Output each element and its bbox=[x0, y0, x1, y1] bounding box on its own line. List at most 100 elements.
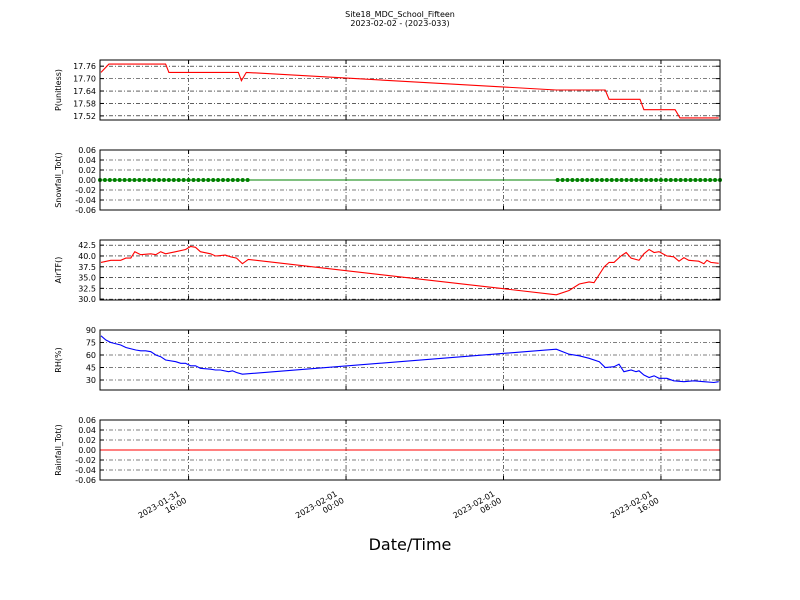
data-line bbox=[100, 335, 719, 384]
y-tick-label: 17.58 bbox=[73, 99, 96, 108]
y-tick-label: 60 bbox=[86, 351, 96, 360]
y-axis-label: P(unitless) bbox=[54, 69, 63, 111]
y-tick-label: 17.76 bbox=[73, 62, 96, 71]
data-point bbox=[654, 178, 659, 182]
y-tick-label: -0.02 bbox=[75, 456, 96, 465]
y-axis-label: Rainfall_Tot() bbox=[54, 424, 63, 476]
y-tick-label: 17.52 bbox=[73, 112, 96, 121]
data-point bbox=[186, 178, 191, 182]
data-point bbox=[122, 178, 127, 182]
data-point bbox=[225, 178, 230, 182]
data-point bbox=[693, 178, 698, 182]
data-point bbox=[137, 178, 142, 182]
y-tick-label: 40.0 bbox=[78, 252, 96, 261]
y-tick-label: 0.04 bbox=[78, 156, 96, 165]
plot-frame bbox=[99, 419, 721, 481]
data-point bbox=[152, 178, 157, 182]
y-tick-label: 0.00 bbox=[78, 176, 96, 185]
data-point bbox=[161, 178, 166, 182]
data-point bbox=[240, 178, 245, 182]
y-tick-label: -0.06 bbox=[75, 476, 96, 485]
plot-frame bbox=[99, 59, 721, 121]
data-point bbox=[166, 178, 171, 182]
data-point bbox=[678, 178, 683, 182]
data-point bbox=[688, 178, 693, 182]
data-point bbox=[216, 178, 221, 182]
data-point bbox=[171, 178, 176, 182]
data-point bbox=[560, 178, 565, 182]
data-point bbox=[570, 178, 575, 182]
data-point bbox=[235, 178, 240, 182]
data-point bbox=[245, 178, 250, 182]
data-point bbox=[555, 178, 560, 182]
y-axis-label: AirTF() bbox=[54, 257, 63, 284]
y-tick-label: 17.70 bbox=[73, 75, 96, 84]
plot-frame bbox=[99, 149, 721, 211]
y-tick-label: 37.5 bbox=[78, 263, 96, 272]
data-point bbox=[112, 178, 117, 182]
plot-frame bbox=[99, 239, 721, 301]
data-point bbox=[668, 178, 673, 182]
y-tick-label: 0.04 bbox=[78, 426, 96, 435]
data-point bbox=[698, 178, 703, 182]
data-point bbox=[594, 178, 599, 182]
data-point bbox=[604, 178, 609, 182]
data-point bbox=[107, 178, 112, 182]
data-point bbox=[211, 178, 216, 182]
data-point bbox=[609, 178, 614, 182]
y-tick-label: 0.00 bbox=[78, 446, 96, 455]
data-point bbox=[102, 178, 107, 182]
data-point bbox=[703, 178, 708, 182]
y-tick-label: 90 bbox=[86, 326, 96, 335]
data-point bbox=[580, 178, 585, 182]
y-tick-label: -0.04 bbox=[75, 466, 96, 475]
data-point bbox=[658, 178, 663, 182]
data-line bbox=[100, 63, 719, 119]
y-tick-label: 0.06 bbox=[78, 416, 96, 425]
data-point bbox=[196, 178, 201, 182]
data-point bbox=[649, 178, 654, 182]
data-point bbox=[590, 178, 595, 182]
data-point bbox=[117, 178, 122, 182]
data-point bbox=[619, 178, 624, 182]
data-point bbox=[201, 178, 206, 182]
data-point bbox=[629, 178, 634, 182]
data-point bbox=[132, 178, 137, 182]
data-point bbox=[127, 178, 132, 182]
plot-frame bbox=[99, 329, 721, 391]
data-point bbox=[176, 178, 181, 182]
y-tick-label: 0.02 bbox=[78, 166, 96, 175]
y-tick-label: 32.5 bbox=[78, 284, 96, 293]
data-point bbox=[565, 178, 570, 182]
data-point bbox=[624, 178, 629, 182]
data-point bbox=[683, 178, 688, 182]
data-point bbox=[206, 178, 211, 182]
y-tick-label: 0.02 bbox=[78, 436, 96, 445]
y-tick-label: -0.02 bbox=[75, 186, 96, 195]
y-tick-label: 0.06 bbox=[78, 146, 96, 155]
data-point bbox=[639, 178, 644, 182]
data-point bbox=[713, 178, 718, 182]
y-tick-label: 42.5 bbox=[78, 241, 96, 250]
y-tick-label: 17.64 bbox=[73, 87, 96, 96]
data-point bbox=[221, 178, 226, 182]
data-point bbox=[644, 178, 649, 182]
data-point bbox=[708, 178, 713, 182]
data-point bbox=[585, 178, 590, 182]
y-tick-label: 35.0 bbox=[78, 274, 96, 283]
chart-subtitle: 2023-02-02 - (2023-033) bbox=[350, 19, 449, 28]
data-point bbox=[157, 178, 162, 182]
y-axis-label: Snowfall_Tot() bbox=[54, 152, 63, 208]
data-point bbox=[599, 178, 604, 182]
data-point bbox=[614, 178, 619, 182]
data-point bbox=[663, 178, 668, 182]
data-point bbox=[147, 178, 152, 182]
data-point bbox=[575, 178, 580, 182]
data-point bbox=[230, 178, 235, 182]
data-line bbox=[100, 245, 719, 296]
data-point bbox=[142, 178, 147, 182]
y-tick-label: -0.06 bbox=[75, 206, 96, 215]
chart-title: Site18_MDC_School_Fifteen bbox=[345, 10, 455, 19]
y-axis-label: RH(%) bbox=[54, 347, 63, 372]
data-point bbox=[181, 178, 186, 182]
